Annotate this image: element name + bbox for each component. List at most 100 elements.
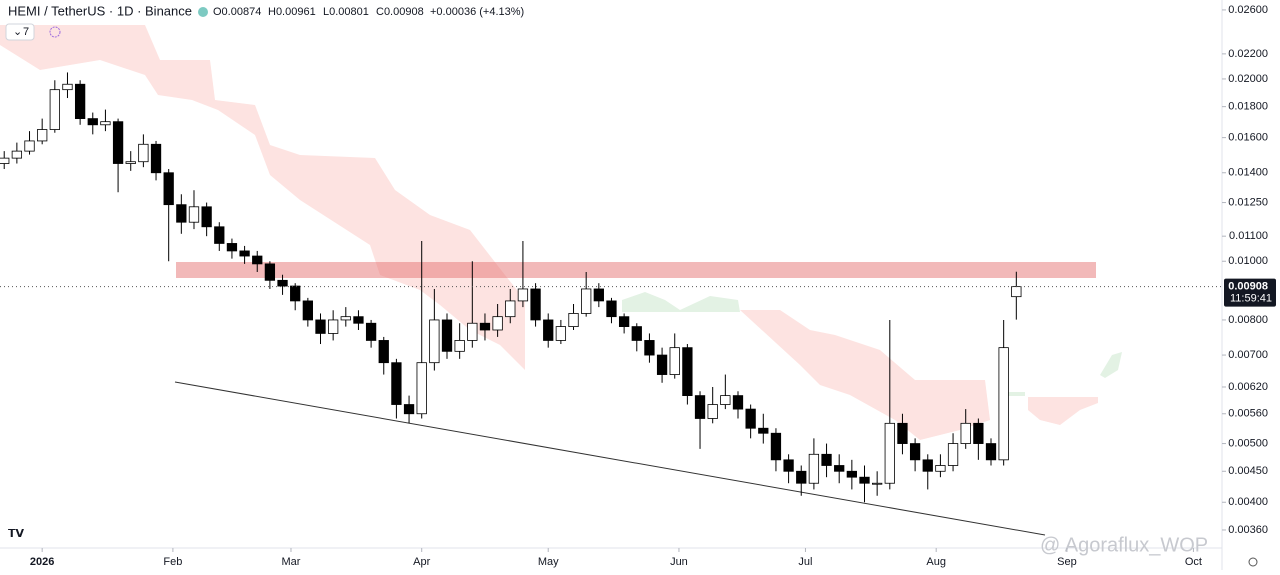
candle-body	[49, 89, 60, 130]
candle-body	[467, 322, 478, 341]
candle-body	[821, 453, 832, 466]
candle-body	[1011, 286, 1022, 298]
candle-body	[290, 285, 301, 302]
candle-body	[707, 404, 718, 419]
candle-body	[340, 316, 351, 321]
candle-body	[100, 121, 111, 126]
y-tick-label: 0.01800	[1228, 101, 1268, 113]
candle-body	[226, 243, 238, 252]
candle-body	[125, 161, 136, 164]
candle-body	[138, 143, 149, 163]
y-tick-label: 0.02200	[1228, 48, 1268, 60]
candle-body	[163, 172, 174, 206]
candle-body	[391, 362, 402, 405]
candle-body	[277, 279, 288, 287]
candle-body	[378, 340, 389, 364]
plot	[0, 72, 1022, 503]
ohlc-low: L0.00801	[323, 6, 369, 18]
indicator-count: 7	[23, 26, 29, 38]
x-tick-label: May	[538, 556, 559, 568]
logo: 𝗧𝗩	[8, 528, 25, 540]
candle-body	[264, 263, 276, 281]
ohlc-high: H0.00961	[268, 6, 316, 18]
candle-body	[11, 150, 23, 159]
candle-body	[834, 465, 845, 472]
y-tick-label: 0.01250	[1228, 196, 1268, 208]
candle-body	[505, 300, 516, 318]
last-price-box	[1224, 278, 1276, 307]
candle-body	[24, 140, 35, 152]
candle-body	[758, 427, 769, 434]
y-tick-label: 0.00400	[1228, 496, 1268, 508]
ohlc-change: +0.00036 (+4.13%)	[430, 6, 524, 18]
candle-body	[581, 288, 592, 314]
y-tick-label: 0.02000	[1228, 73, 1268, 85]
symbol-title: HEMI / TetherUS · 1D · Binance	[8, 3, 192, 18]
candle-body	[593, 288, 604, 302]
y-tick-label: 0.00620	[1228, 381, 1268, 393]
candle-body	[176, 204, 187, 223]
candle-body	[74, 83, 86, 120]
chevron: ⌄	[13, 26, 22, 38]
y-tick-label: 0.00360	[1228, 524, 1268, 536]
x-tick-label: Apr	[413, 556, 430, 568]
watermark: @ Agoraflux_WOP	[1040, 534, 1208, 556]
candle-body	[315, 319, 326, 334]
candle-body	[732, 395, 744, 410]
y-tick-label: 0.01000	[1228, 255, 1268, 267]
trendline	[174, 381, 1046, 536]
candle-body	[872, 482, 883, 485]
countdown: 11:59:41	[1230, 293, 1272, 305]
candle-body	[897, 422, 908, 444]
candle-body	[682, 347, 693, 397]
candle-body	[555, 326, 567, 341]
candle-body	[188, 206, 200, 223]
x-tick-label: Jul	[798, 556, 812, 568]
candle-body	[353, 316, 364, 324]
y-tick-label: 0.02600	[1228, 4, 1268, 16]
x-tick-label: Feb	[163, 556, 182, 568]
candle-body	[796, 470, 807, 484]
candle-body	[985, 443, 997, 461]
candle-body	[631, 326, 642, 341]
candle-body	[745, 408, 756, 429]
candle-body	[909, 443, 921, 461]
candle-body	[214, 226, 225, 244]
candle-body	[150, 143, 162, 174]
indicator-toggle[interactable]	[5, 23, 35, 41]
candle-body	[429, 319, 440, 364]
candle-body	[808, 453, 820, 484]
y-tick-label: 0.00450	[1228, 465, 1268, 477]
candle-body	[530, 288, 541, 321]
indicator-icon[interactable]	[49, 26, 61, 38]
candle-body	[302, 300, 313, 321]
x-tick-label: Mar	[282, 556, 301, 568]
y-tick-label: 0.00800	[1228, 314, 1268, 326]
candle-body	[859, 476, 870, 484]
candle-body	[441, 319, 453, 352]
candle-body	[770, 432, 782, 461]
candle-body	[568, 313, 579, 327]
candle-body	[112, 121, 124, 164]
y-tick-label: 0.00700	[1228, 349, 1268, 361]
candle-body	[454, 340, 465, 352]
candle-body	[783, 459, 794, 472]
x-tick-label: Jun	[670, 556, 688, 568]
candle-body	[669, 347, 680, 375]
candle-body	[884, 422, 895, 484]
candle-body	[0, 157, 10, 164]
last-price-label: 0.00908	[1228, 281, 1268, 293]
candle-body	[239, 250, 250, 257]
ohlc-open: O0.00874	[213, 6, 261, 18]
candle-body	[960, 422, 971, 444]
candle-body	[62, 83, 73, 91]
candle-body	[201, 206, 212, 228]
settings-icon[interactable]	[1248, 557, 1258, 567]
resistance-zone	[176, 262, 1096, 278]
candle-body	[618, 316, 630, 327]
candle-body	[656, 354, 668, 375]
candle-body	[328, 319, 339, 334]
candle-body	[87, 118, 98, 126]
